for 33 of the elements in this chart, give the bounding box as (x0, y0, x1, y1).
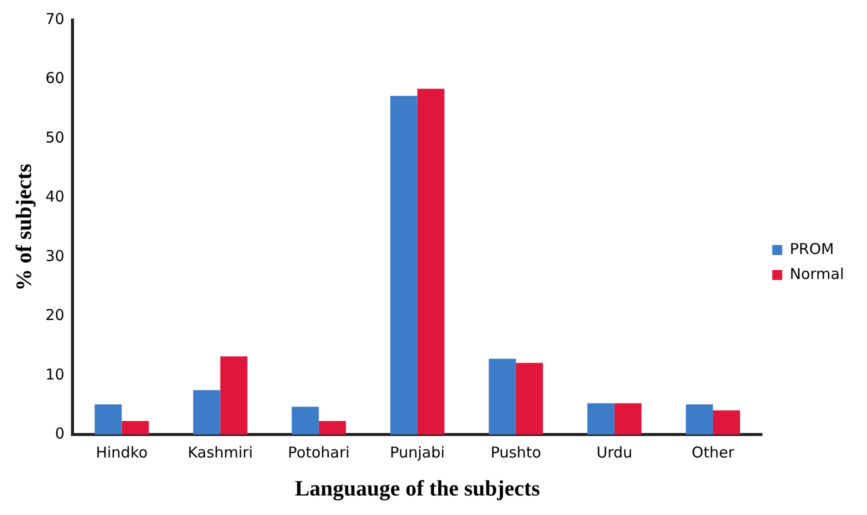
x-tick-label: Hindko (96, 443, 148, 462)
bar (220, 356, 248, 435)
y-tick-label: 40 (45, 188, 64, 206)
x-tick-label: Potohari (288, 443, 350, 462)
x-tick-label: Other (692, 443, 736, 462)
x-tick-label: Punjabi (390, 443, 445, 462)
x-tick-label: Urdu (596, 443, 632, 462)
legend-label: PROM (790, 240, 834, 258)
legend-label: Normal (790, 264, 844, 283)
bar (417, 88, 444, 435)
bar (318, 420, 346, 435)
bar (292, 406, 319, 435)
bar (193, 390, 220, 435)
bar (587, 403, 614, 435)
x-tick-label: Kashmiri (188, 443, 253, 462)
bar (712, 410, 740, 435)
bar (488, 358, 516, 435)
bar (686, 404, 713, 435)
y-tick-label: 10 (45, 365, 64, 384)
x-axis-title: Languauge of the subjects (294, 475, 540, 500)
bar (614, 403, 642, 435)
y-tick-label: 60 (45, 69, 64, 88)
y-axis-title: % of subjects (10, 163, 36, 291)
y-tick-label: 30 (45, 246, 64, 265)
y-tick-label: 70 (45, 10, 64, 28)
y-tick-label: 50 (45, 128, 64, 146)
bar (516, 362, 543, 435)
bar (122, 420, 149, 435)
y-tick-label: 20 (45, 306, 64, 324)
y-tick-label: 0 (54, 424, 64, 442)
bar (390, 96, 418, 435)
bar (94, 404, 122, 435)
x-tick-label: Pushto (490, 443, 542, 462)
